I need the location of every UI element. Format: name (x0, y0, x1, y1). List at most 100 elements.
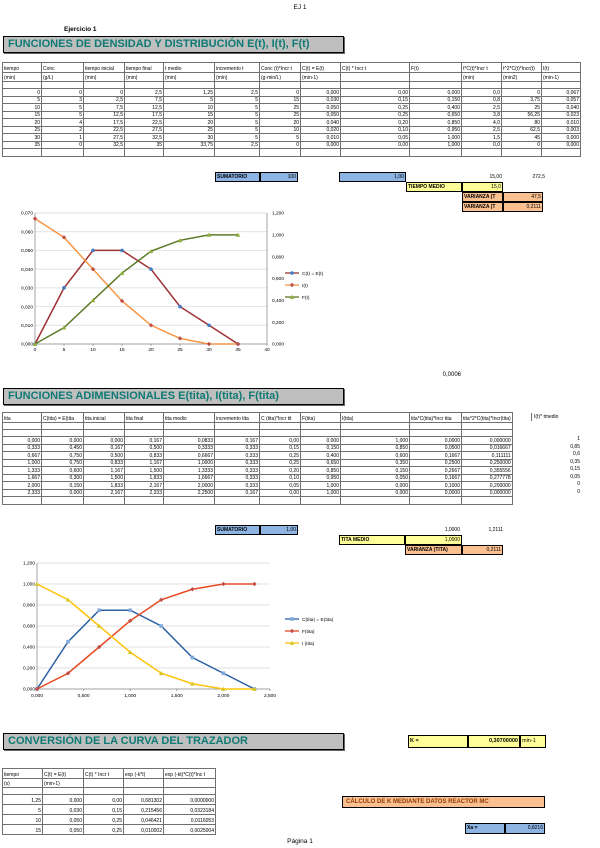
varianza-tita-value: 0,2111 (462, 545, 503, 555)
table-cell: 0 (259, 88, 301, 97)
marker-triangle (119, 270, 125, 275)
marker-diamond (289, 282, 295, 288)
y-axis-tick-label: 0,050 (21, 248, 33, 254)
table-cell: 1,000 (409, 133, 462, 142)
table-cell: 0,000 (42, 794, 84, 805)
x-axis-tick-label: 40 (264, 347, 270, 353)
table-cell: 0,15 (259, 443, 301, 452)
tita2-sum-value: 1,2111 (488, 527, 503, 533)
table-cell: 0 (2, 88, 42, 97)
y2-axis-tick-label: 1,000 (272, 233, 284, 239)
table-cell: 5 (163, 95, 215, 104)
blank-cell (83, 148, 125, 157)
table-cell: 20 (163, 118, 215, 127)
column-header: C(t) * Incr t (340, 62, 410, 73)
k-label: K = (408, 735, 468, 748)
table-cell: 0,0 (461, 88, 502, 97)
table-cell: 35 (124, 140, 164, 149)
y-axis-tick-label: 0,010 (21, 323, 33, 329)
table-cell: 0,650 (409, 110, 462, 119)
blank-cell (340, 496, 410, 505)
marker-diamond (90, 266, 96, 272)
table-cell: 0,000000 (461, 436, 513, 445)
table-cell: 0,167 (214, 488, 260, 497)
blank-cell (123, 787, 164, 795)
table-cell: 0,600 (340, 451, 410, 460)
table-cell: 0,050 (300, 103, 341, 112)
table-cell: 45 (501, 133, 542, 142)
table-cell: 5 (41, 103, 84, 112)
table-cell: 30 (163, 133, 215, 142)
column-header: tiempo final (124, 62, 164, 73)
table-cell: 1,833 (83, 481, 125, 490)
table-cell: 0,20 (340, 118, 410, 127)
extra-value: 0,35 (570, 458, 580, 465)
marker-diamond (96, 644, 102, 650)
table-cell: 5 (214, 118, 260, 127)
table-cell: 3 (41, 95, 84, 104)
column-header: C(t) = E(t) (300, 62, 341, 73)
table-cell: 2,5 (214, 88, 260, 97)
legend-label: F(t) (302, 295, 310, 301)
column-header: tita*C(tita)*Incr tita (409, 412, 462, 423)
marker-triangle (61, 325, 67, 330)
table-cell: 1,000 (409, 140, 462, 149)
column-header: tita medio (163, 412, 215, 423)
x-axis-tick-label: 0 (34, 347, 37, 353)
legend-label: F(tita) (302, 629, 315, 635)
blank-cell (214, 496, 260, 505)
x-axis-tick-label: 10 (90, 347, 96, 353)
blank-cell (409, 429, 462, 437)
table-cell: 0,167 (124, 436, 164, 445)
table-cell: 32,5 (83, 140, 125, 149)
x-axis-tick-label: 1,000 (124, 693, 136, 699)
y-axis-tick-label: 1,200 (23, 561, 35, 567)
t2-sum-value: 272,5 (532, 174, 545, 180)
column-header: tiempo (2, 62, 42, 73)
table-cell: 2,167 (83, 488, 125, 497)
marker-circle (290, 271, 294, 275)
table-cell: 1,6667 (163, 473, 215, 482)
table-cell: 33,75 (163, 140, 215, 149)
blank-cell (124, 496, 164, 505)
blank-cell (409, 422, 462, 430)
marker-circle (149, 267, 153, 271)
column-header: C(t) = E(t) (42, 768, 84, 779)
series-line (34, 234, 238, 345)
column-unit (163, 778, 216, 788)
table-cell: 0,333 (2, 443, 42, 452)
k-calculation-banner: CÁLCULO DE K MEDIANTE DATOS REACTOR MC (342, 796, 545, 808)
table-cell: 0,25 (83, 814, 124, 825)
column-header: t^2*C(t)*Incr(t) (501, 62, 542, 73)
table-cell: 0,010 (541, 118, 581, 127)
marker-diamond (190, 587, 195, 592)
column-header: tita final (124, 412, 164, 423)
varianza-t-label: VARIANZA (T (462, 192, 503, 202)
blank-cell (300, 422, 341, 430)
marker-triangle (96, 623, 102, 628)
table-cell: 0,00 (340, 88, 410, 97)
table-cell: 0,333 (214, 458, 260, 467)
blank-cell (340, 429, 410, 437)
marker-diamond (252, 581, 257, 587)
x-axis-tick-label: 0,000 (31, 693, 43, 699)
y-axis-tick-label: 0,020 (21, 304, 33, 310)
series-line (36, 583, 255, 690)
extra-value: 0,6 (573, 451, 580, 457)
column-header: incremento t (214, 62, 260, 73)
table-cell: 2 (41, 125, 84, 134)
table-cell: 0,016667 (461, 443, 513, 452)
blank-cell (259, 422, 301, 430)
blank-cell (163, 81, 215, 89)
table-cell: 0,000 (300, 140, 341, 149)
t-sum-value: 15,00 (489, 174, 502, 180)
table-cell: 0,250000 (461, 458, 513, 467)
table-cell: 15 (2, 824, 43, 835)
marker-diamond (148, 323, 154, 328)
column-unit: (min-1) (300, 72, 341, 82)
table-cell: 0,150 (409, 95, 462, 104)
marker-diamond (61, 235, 67, 240)
table-cell: 0,0 (461, 140, 502, 149)
table-cell: 2,5 (461, 103, 502, 112)
blank-cell (2, 148, 42, 157)
